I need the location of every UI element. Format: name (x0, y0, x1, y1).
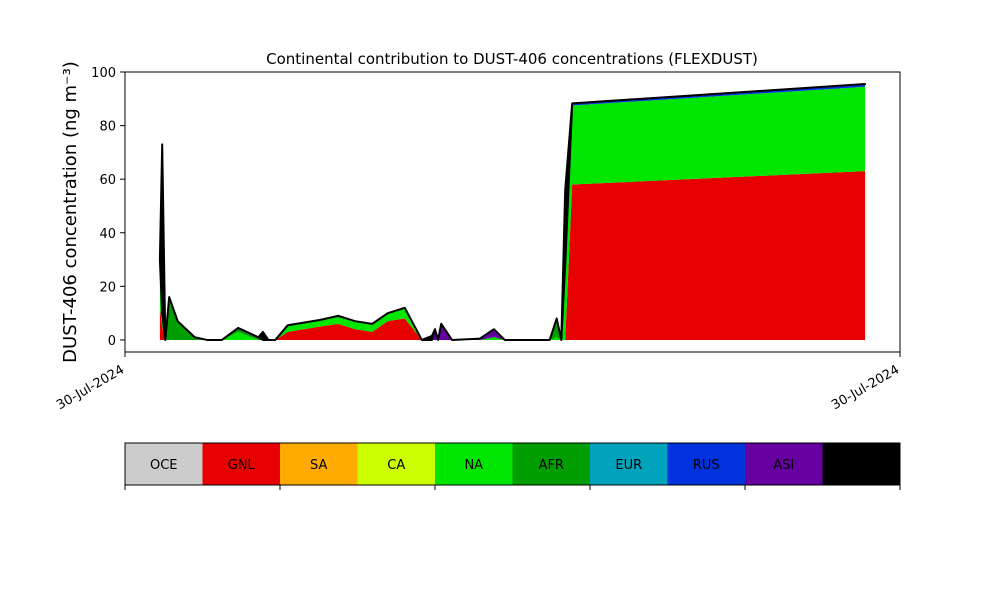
legend-label: ASI (773, 458, 794, 473)
legend-swatch (590, 443, 668, 485)
legend-swatch (512, 443, 590, 485)
legend-label: AUS (848, 458, 875, 473)
plot-frame (124, 71, 901, 353)
y-tick-label: 0 (108, 334, 116, 349)
legend-swatch (202, 443, 280, 485)
legend-swatch (745, 443, 823, 485)
y-tick-label: 60 (99, 173, 116, 188)
legend-label: NA (464, 458, 483, 473)
legend-label: OCE (150, 458, 178, 473)
y-tick-label: 100 (91, 66, 116, 81)
legend-swatch (280, 443, 358, 485)
legend-label: EUR (615, 458, 642, 473)
chart-title: Continental contribution to DUST-406 con… (266, 50, 758, 68)
y-axis-label: DUST-406 concentration (ng m⁻³) (60, 61, 81, 363)
legend-ticks (124, 485, 901, 490)
legend-label: AFR (539, 458, 564, 473)
legend-swatch (667, 443, 745, 485)
legend-label: RUS (693, 458, 720, 473)
legend: OCE GNL SA CA NA AFR EUR RUS ASI AUS (125, 443, 900, 485)
legend-frame (124, 442, 901, 486)
legend-swatch (357, 443, 435, 485)
y-tick-label: 40 (99, 227, 116, 242)
area (159, 86, 866, 340)
area (159, 171, 866, 340)
legend-swatch (822, 443, 900, 485)
legend-swatch (435, 443, 513, 485)
legend-label: GNL (228, 458, 256, 473)
legend-swatch (125, 443, 203, 485)
legend-label: CA (387, 458, 405, 473)
legend-label: SA (310, 458, 327, 473)
areas (158, 83, 867, 341)
y-tick-label: 80 (99, 120, 116, 135)
area (158, 83, 867, 341)
y-tick-label: 20 (99, 280, 116, 295)
